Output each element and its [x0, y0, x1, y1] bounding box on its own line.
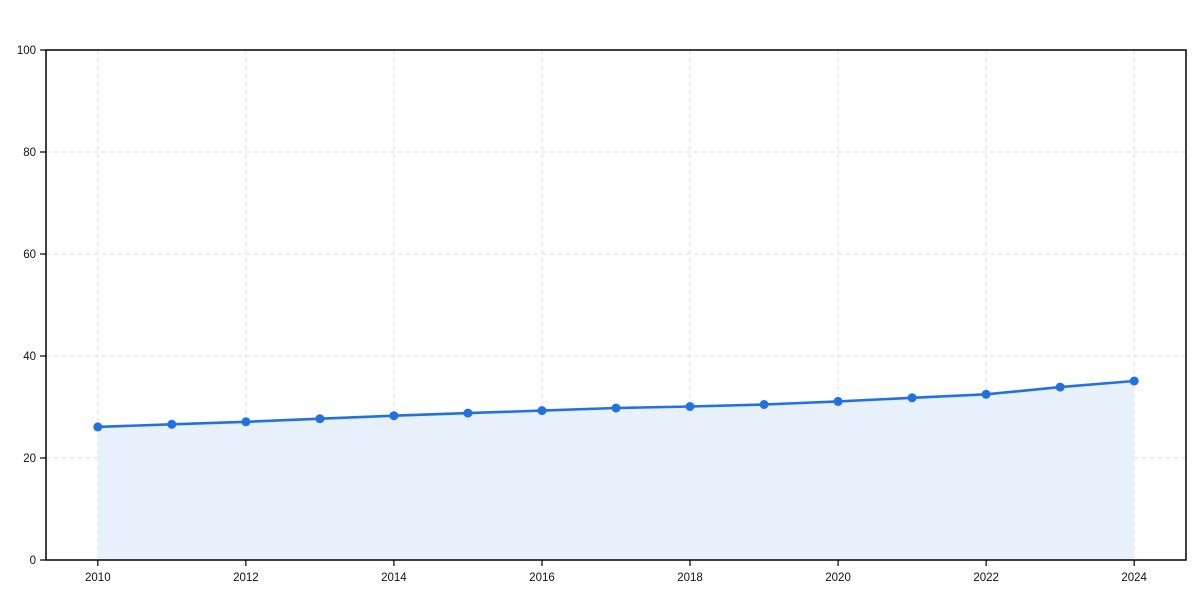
- x-tick-label: 2016: [529, 572, 555, 584]
- data-point-2024: [1129, 376, 1139, 386]
- x-tick-label: 2020: [825, 572, 851, 584]
- y-tick-label: 100: [17, 45, 36, 57]
- data-point-2023: [1055, 382, 1065, 392]
- area-fill: [97, 381, 1135, 560]
- data-point-2020: [833, 396, 843, 406]
- data-point-2017: [611, 403, 621, 413]
- data-point-2010: [93, 422, 103, 432]
- data-point-2019: [759, 400, 769, 409]
- data-point-2012: [241, 417, 251, 427]
- x-tick-label: 2024: [1121, 572, 1147, 584]
- data-point-2013: [315, 414, 325, 424]
- x-tick-label: 2010: [85, 572, 111, 584]
- y-tick-label: 60: [23, 249, 36, 261]
- plot-border: [45, 49, 1187, 561]
- data-point-2015: [463, 408, 473, 418]
- data-point-2018: [685, 402, 695, 411]
- y-tick-label: 80: [23, 147, 36, 159]
- data-point-2022: [981, 389, 991, 399]
- data-point-2021: [907, 393, 917, 403]
- data-point-2016: [537, 406, 547, 416]
- y-tick-label: 40: [23, 351, 36, 363]
- x-tick-label: 2014: [381, 572, 407, 584]
- x-tick-label: 2012: [233, 572, 259, 584]
- data-point-2011: [167, 419, 177, 429]
- x-tick-label: 2018: [677, 572, 703, 584]
- x-tick-label: 2022: [973, 572, 999, 584]
- y-tick-label: 20: [23, 453, 36, 465]
- data-point-2014: [389, 411, 399, 421]
- y-tick-label: 0: [30, 555, 36, 567]
